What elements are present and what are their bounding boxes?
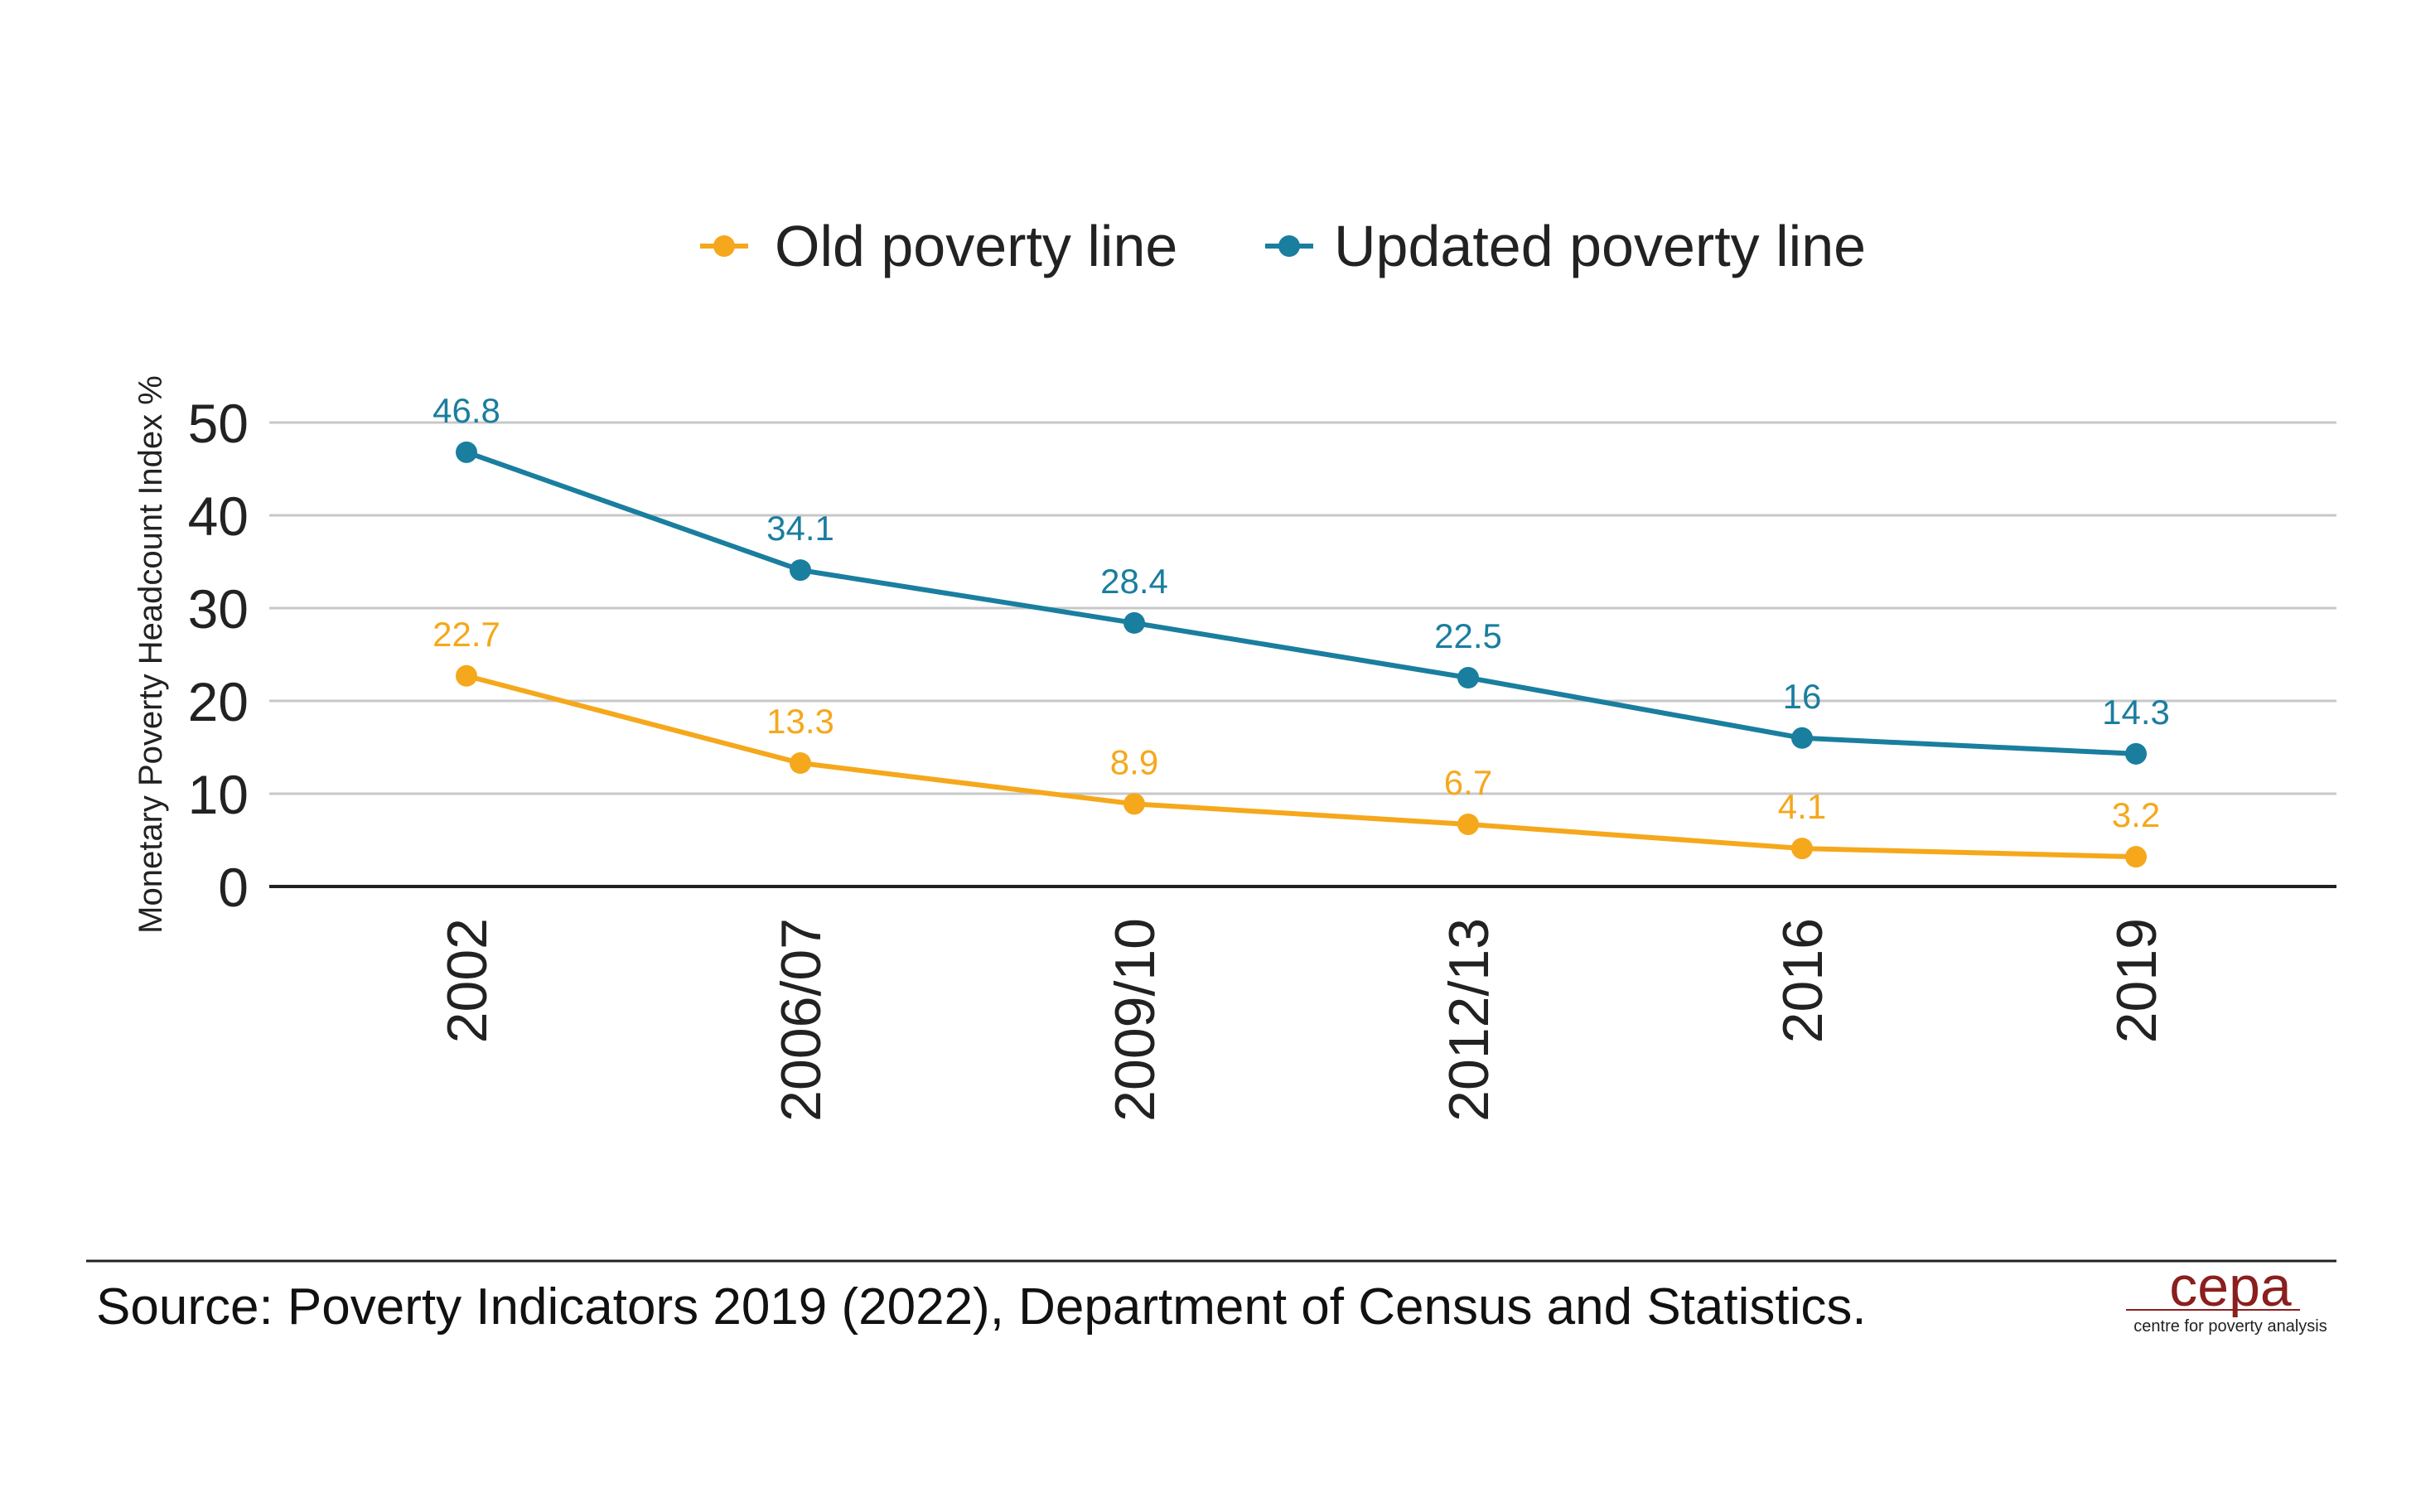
point-old-poverty-line-2009-10 (1123, 793, 1145, 815)
gridlines (269, 421, 2336, 888)
data-label-updated-poverty-line-2016: 16 (1783, 677, 1822, 716)
point-old-poverty-line-2012-13 (1457, 813, 1479, 835)
point-updated-poverty-line-2009-10 (1123, 611, 1145, 634)
legend: Old poverty line Updated poverty line (700, 214, 1866, 278)
y-axis-ticks: 0 10 20 30 40 50 (188, 393, 249, 918)
legend-item-old-poverty-line: Old poverty line (700, 214, 1177, 278)
x-tick-label-2019: 2019 (2105, 918, 2168, 1043)
legend-item-updated-poverty-line: Updated poverty line (1265, 214, 1866, 278)
x-tick-label-2016: 2016 (1771, 918, 1834, 1043)
point-updated-poverty-line-2002 (456, 441, 477, 463)
series-line-updated-poverty-line (466, 450, 2137, 756)
legend-label-updated-poverty-line: Updated poverty line (1334, 214, 1866, 278)
data-label-updated-poverty-line-2012-13: 22.5 (1434, 616, 1502, 655)
point-updated-poverty-line-2012-13 (1457, 667, 1479, 688)
point-updated-poverty-line-2019 (2125, 742, 2147, 765)
x-tick-label-2009-10: 2009/10 (1104, 918, 1167, 1122)
y-tick-label-50: 50 (188, 393, 249, 454)
point-old-poverty-line-2019 (2125, 846, 2147, 868)
point-old-poverty-line-2006-07 (790, 752, 811, 775)
y-tick-label-10: 10 (188, 764, 249, 825)
logo-tagline: centre for poverty analysis (2133, 1317, 2327, 1336)
x-tick-label-2012-13: 2012/13 (1438, 918, 1500, 1122)
series-updated-poverty-line: 46.8 34.1 28.4 22.5 16 14.3 (432, 391, 2170, 765)
logo-wordmark: cepa (2169, 1255, 2292, 1318)
point-old-poverty-line-2002 (456, 664, 477, 687)
point-updated-poverty-line-2006-07 (790, 559, 811, 582)
data-label-updated-poverty-line-2006-07: 34.1 (766, 509, 834, 548)
x-tick-label-2002: 2002 (436, 918, 499, 1043)
data-label-old-poverty-line-2006-07: 13.3 (766, 702, 834, 741)
y-tick-label-0: 0 (218, 857, 249, 918)
point-updated-poverty-line-2016 (1791, 727, 1813, 749)
legend-key-marker-old-poverty-line (713, 235, 735, 257)
source-note: Source: Poverty Indicators 2019 (2022), … (96, 1278, 1867, 1336)
data-label-old-poverty-line-2012-13: 6.7 (1444, 763, 1492, 802)
data-label-updated-poverty-line-2009-10: 28.4 (1100, 562, 1168, 601)
data-label-updated-poverty-line-2019: 14.3 (2102, 693, 2170, 732)
series-layer: 22.7 13.3 8.9 6.7 4.1 3.2 46.8 34.1 28.4 22.5 16 14… (432, 391, 2170, 868)
y-tick-label-40: 40 (188, 485, 249, 547)
x-axis-ticks: 2002 2006/07 2009/10 2012/13 2016 2019 (436, 918, 2168, 1122)
x-tick-label-2006-07: 2006/07 (770, 918, 833, 1122)
data-label-old-poverty-line-2019: 3.2 (2112, 795, 2160, 834)
y-tick-label-20: 20 (188, 671, 249, 732)
data-label-updated-poverty-line-2002: 46.8 (432, 391, 500, 430)
point-old-poverty-line-2016 (1791, 838, 1813, 860)
data-label-old-poverty-line-2009-10: 8.9 (1110, 742, 1158, 781)
y-tick-label-30: 30 (188, 578, 249, 640)
legend-label-old-poverty-line: Old poverty line (775, 214, 1177, 278)
legend-key-marker-updated-poverty-line (1278, 235, 1300, 257)
series-line-old-poverty-line (466, 673, 2137, 860)
y-axis-label: Monetary Poverty Headcount Index % (133, 375, 169, 934)
cepa-logo: cepa centre for poverty analysis (2126, 1255, 2327, 1336)
data-label-old-poverty-line-2002: 22.7 (432, 615, 500, 654)
series-old-poverty-line: 22.7 13.3 8.9 6.7 4.1 3.2 (432, 615, 2160, 868)
data-label-old-poverty-line-2016: 4.1 (1778, 787, 1826, 826)
